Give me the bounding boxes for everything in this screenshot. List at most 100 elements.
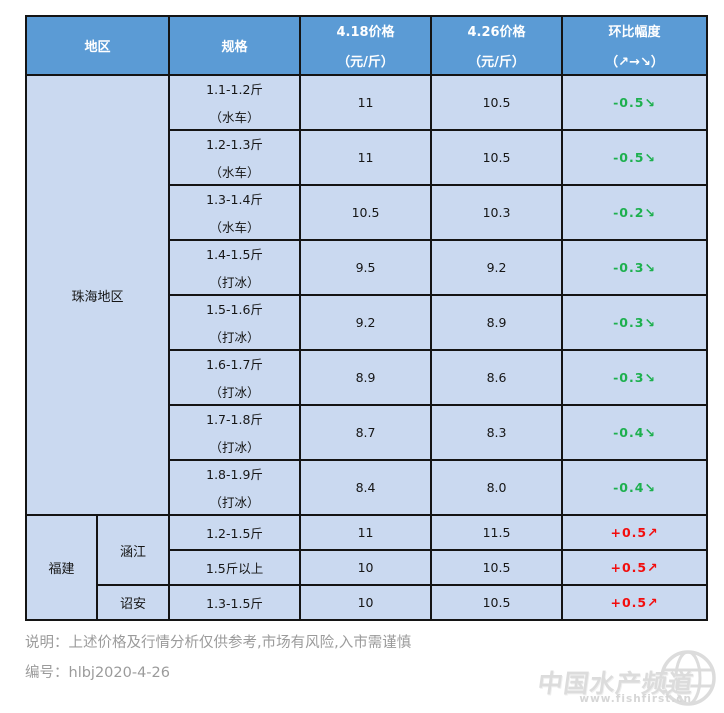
change-cell: -0.5↘ — [561, 74, 709, 131]
col-header-spec-label: 规格 — [221, 40, 248, 55]
spec-cell: 1.2-1.3斤 （水车） — [168, 129, 302, 186]
change-cell: +0.5↗ — [561, 584, 709, 621]
price-418-unit: （元/斤） — [337, 55, 394, 70]
region-cell-fujian: 福建 — [25, 514, 98, 621]
price-418-cell: 9.2 — [299, 294, 433, 351]
spec-type: （打冰） — [209, 385, 260, 400]
table-row: 1.8-1.9斤 （打冰） 8.4 8.0 -0.4↘ — [26, 459, 709, 516]
spec-size: 1.6-1.7斤 — [206, 357, 263, 372]
price-418-cell: 10.5 — [299, 184, 433, 241]
change-cell: -0.3↘ — [561, 294, 709, 351]
spec-cell: 1.4-1.5斤 （打冰） — [168, 239, 302, 296]
table-row: 1.3-1.4斤 （水车） 10.5 10.3 -0.2↘ — [26, 184, 709, 241]
table-row: 福建 涵江 1.2-1.5斤 11 11.5 +0.5↗ — [25, 514, 709, 621]
watermark-url: www.fishfirst.cn — [579, 693, 692, 705]
disclaimer-text: 上述价格及行情分析仅供参考,市场有风险,入市需谨慎 — [68, 635, 412, 651]
change-cell: -0.3↘ — [561, 349, 709, 406]
table-row: 1.2-1.3斤 （水车） 11 10.5 -0.5↘ — [26, 129, 709, 186]
price-426-cell: 10.5 — [430, 549, 564, 586]
change-cell: -0.4↘ — [561, 404, 709, 461]
spec-size: 1.3-1.4斤 — [206, 192, 263, 207]
table-row: 1.5斤以上 10 10.5 +0.5↗ — [26, 549, 709, 586]
spec-size: 1.4-1.5斤 — [206, 247, 263, 262]
spec-cell: 1.3-1.4斤 （水车） — [168, 184, 302, 241]
change-cell: -0.3↘ — [561, 239, 709, 296]
price-426-cell: 8.6 — [430, 349, 564, 406]
spec-cell: 1.5-1.6斤 （打冰） — [168, 294, 302, 351]
price-426-unit: （元/斤） — [468, 55, 525, 70]
spec-type: （水车） — [209, 110, 260, 125]
disclaimer-label: 说明： — [25, 635, 69, 651]
table-row: 1.7-1.8斤 （打冰） 8.7 8.3 -0.4↘ — [26, 404, 709, 461]
change-cell: +0.5↗ — [561, 514, 709, 551]
price-426-cell: 11.5 — [430, 514, 564, 551]
col-header-price-426: 4.26价格 （元/斤） — [430, 15, 564, 76]
spec-type: （水车） — [209, 220, 260, 235]
col-header-spec: 规格 — [168, 15, 302, 76]
col-header-price-418: 4.18价格 （元/斤） — [299, 15, 433, 76]
change-title: 环比幅度 — [608, 25, 661, 40]
change-cell: -0.5↘ — [561, 129, 709, 186]
spec-type: （水车） — [209, 165, 260, 180]
spec-cell: 1.1-1.2斤 （水车） — [168, 74, 302, 131]
price-418-title: 4.18价格 — [336, 25, 395, 40]
table-row: 珠海地区 1.1-1.2斤 （水车） 11 10.5 -0.5↘ — [24, 74, 709, 516]
spec-type: （打冰） — [209, 495, 260, 510]
spec-size: 1.1-1.2斤 — [206, 82, 263, 97]
report-code-label: 编号： — [25, 665, 69, 681]
spec-cell: 1.3-1.5斤 — [168, 584, 302, 621]
price-426-title: 4.26价格 — [467, 25, 526, 40]
table-row: 1.4-1.5斤 （打冰） 9.5 9.2 -0.3↘ — [26, 239, 709, 296]
table-row: 1.6-1.7斤 （打冰） 8.9 8.6 -0.3↘ — [26, 349, 709, 406]
change-arrows: （↗→↘） — [605, 55, 664, 70]
price-418-cell: 10 — [299, 549, 433, 586]
header-row: 地区 规格 4.18价格 （元/斤） 4.26价格 （元/斤） 环比幅度 （↗→↘） — [24, 15, 709, 76]
spec-type: （打冰） — [209, 440, 260, 455]
price-418-cell: 11 — [299, 129, 433, 186]
col-header-region: 地区 — [24, 15, 171, 76]
spec-size: 1.8-1.9斤 — [206, 467, 263, 482]
watermark: 中国水产频道 www.fishfirst.cn — [536, 648, 718, 710]
price-418-cell: 8.9 — [299, 349, 433, 406]
change-cell: -0.2↘ — [561, 184, 709, 241]
region-cell-zhuhai: 珠海地区 — [24, 74, 171, 516]
price-418-cell: 10 — [299, 584, 433, 621]
subregion-cell-zhaoan: 诏安 — [95, 584, 171, 621]
price-426-cell: 8.3 — [430, 404, 564, 461]
disclaimer-note: 说明：上述价格及行情分析仅供参考,市场有风险,入市需谨慎 — [25, 631, 411, 652]
price-426-cell: 8.9 — [430, 294, 564, 351]
price-table-wrap: 地区 规格 4.18价格 （元/斤） 4.26价格 （元/斤） 环比幅度 （↗→↘） … — [24, 15, 709, 621]
change-cell: +0.5↗ — [561, 549, 709, 586]
report-code: 编号：hlbj2020-4-26 — [25, 661, 170, 682]
price-418-cell: 11 — [299, 74, 433, 131]
spec-cell: 1.5斤以上 — [168, 549, 302, 586]
price-426-cell: 8.0 — [430, 459, 564, 516]
subregion-cell-hanjiang: 涵江 — [95, 514, 171, 586]
price-418-cell: 9.5 — [299, 239, 433, 296]
price-418-cell: 8.7 — [299, 404, 433, 461]
col-header-change: 环比幅度 （↗→↘） — [561, 15, 709, 76]
table-row: 1.5-1.6斤 （打冰） 9.2 8.9 -0.3↘ — [26, 294, 709, 351]
spec-size: 1.7-1.8斤 — [206, 412, 263, 427]
spec-size: 1.2-1.3斤 — [206, 137, 263, 152]
price-table: 地区 规格 4.18价格 （元/斤） 4.26价格 （元/斤） 环比幅度 （↗→↘） … — [24, 15, 709, 621]
col-header-region-label: 地区 — [84, 40, 111, 55]
price-426-cell: 10.5 — [430, 74, 564, 131]
spec-cell: 1.6-1.7斤 （打冰） — [168, 349, 302, 406]
spec-cell: 1.2-1.5斤 — [168, 514, 302, 551]
price-426-cell: 10.5 — [430, 129, 564, 186]
spec-type: （打冰） — [209, 275, 260, 290]
spec-cell: 1.7-1.8斤 （打冰） — [168, 404, 302, 461]
spec-cell: 1.8-1.9斤 （打冰） — [168, 459, 302, 516]
report-code-value: hlbj2020-4-26 — [68, 665, 171, 681]
price-426-cell: 10.5 — [430, 584, 564, 621]
price-418-cell: 8.4 — [299, 459, 433, 516]
price-418-cell: 11 — [299, 514, 433, 551]
price-426-cell: 9.2 — [430, 239, 564, 296]
table-row: 诏安 1.3-1.5斤 10 10.5 +0.5↗ — [26, 584, 709, 621]
globe-icon — [660, 650, 716, 706]
spec-type: （打冰） — [209, 330, 260, 345]
spec-size: 1.5-1.6斤 — [206, 302, 263, 317]
change-cell: -0.4↘ — [561, 459, 709, 516]
price-426-cell: 10.3 — [430, 184, 564, 241]
